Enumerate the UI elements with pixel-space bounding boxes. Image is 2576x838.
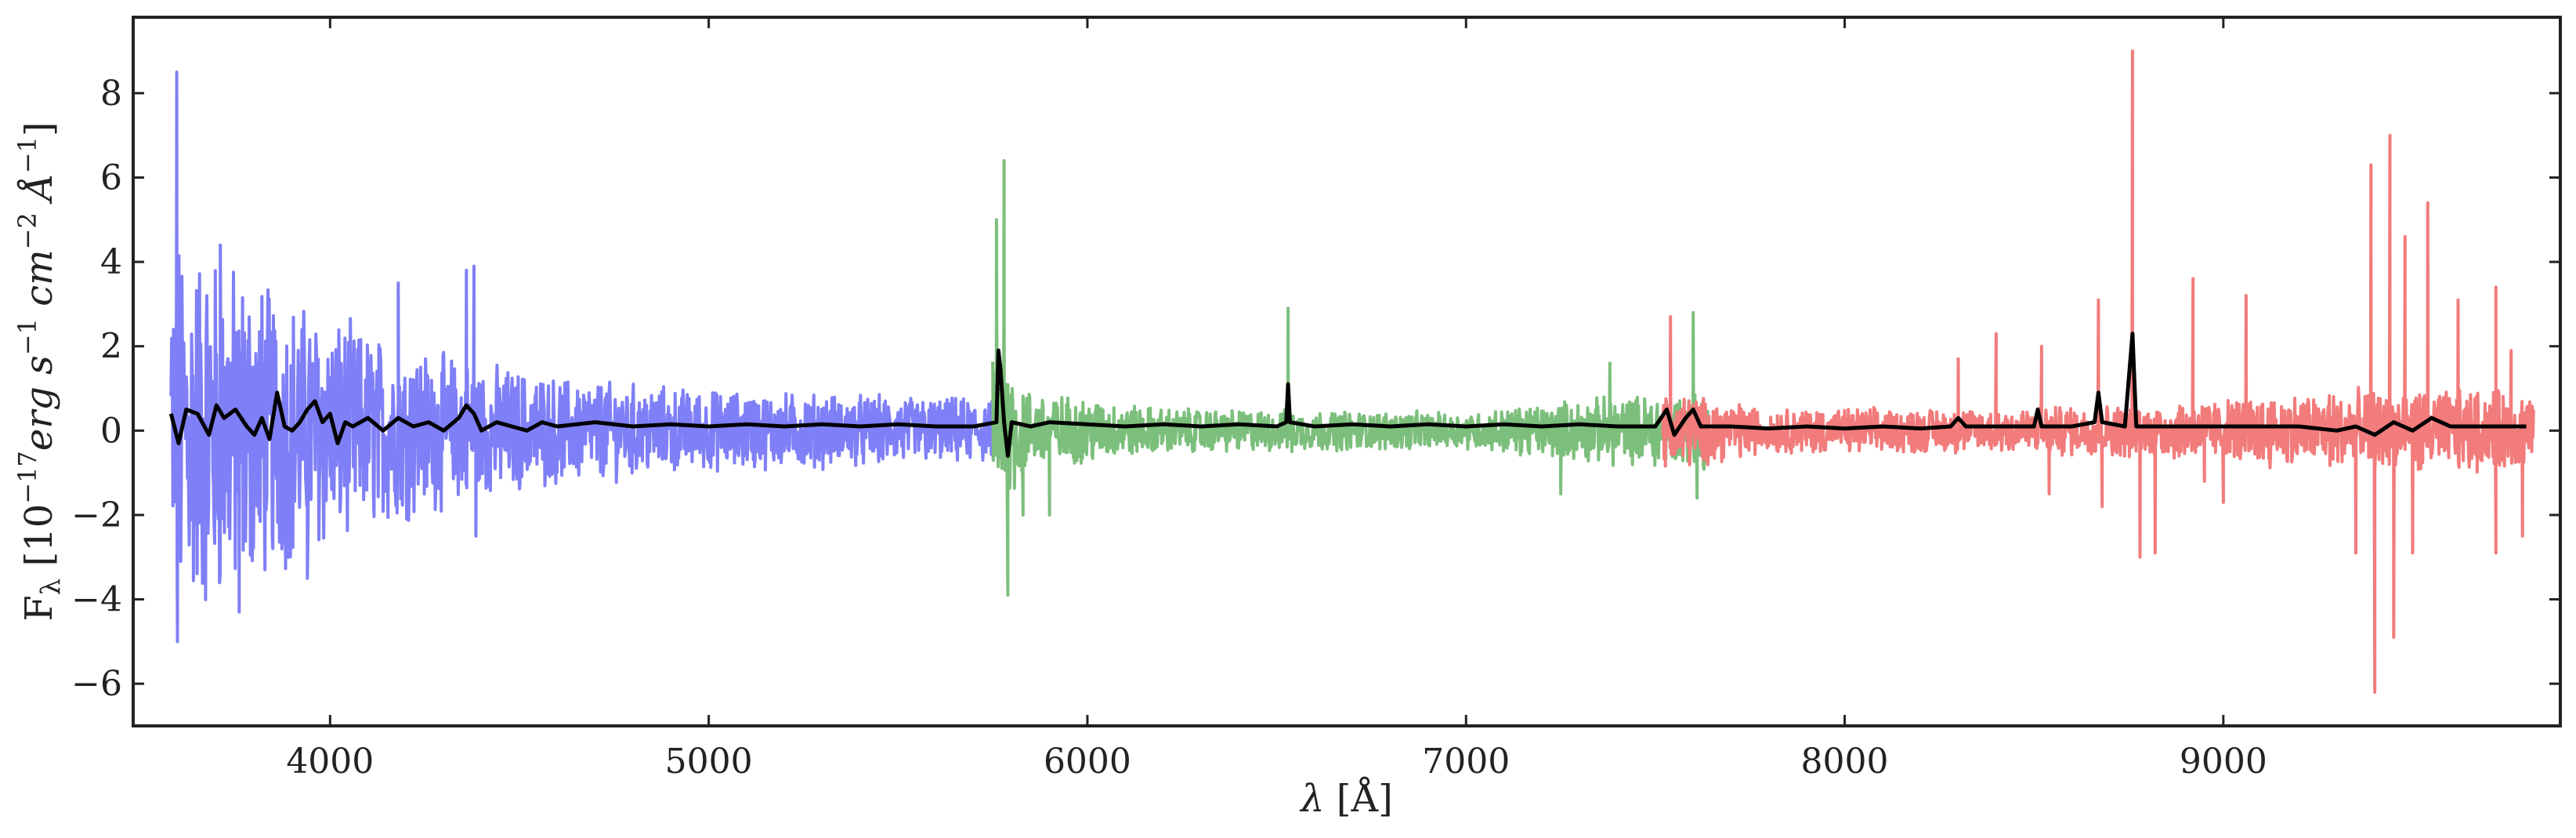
y-tick-label: −6 bbox=[71, 664, 122, 704]
x-tick-label: 8000 bbox=[1801, 742, 1889, 782]
plot-frame bbox=[132, 16, 2562, 727]
y-tick-label: 4 bbox=[100, 242, 122, 282]
spectrum-arm-3-line bbox=[1661, 49, 2535, 694]
y-axis-label: Fλ [10−17erg s−1 cm−2 Å−1] bbox=[13, 122, 67, 621]
spectrum-arm-2-line bbox=[991, 159, 1710, 597]
x-tick-label: 5000 bbox=[665, 742, 753, 782]
spectrum-arm-1-line bbox=[169, 71, 1013, 644]
series-layer bbox=[168, 49, 2535, 694]
x-tick-label: 6000 bbox=[1044, 742, 1131, 782]
y-tick-label: 6 bbox=[100, 158, 122, 198]
y-tick-label: −4 bbox=[71, 580, 122, 620]
smoothed-spectrum-line bbox=[168, 332, 2527, 459]
y-tick-label: 2 bbox=[100, 327, 122, 367]
x-tick-label: 9000 bbox=[2180, 742, 2267, 782]
y-tick-label: −2 bbox=[71, 495, 122, 535]
ticks-layer: 4000 5000 6000 7000 8000 9000 −6 −4 −2 0 2 4 6 8 bbox=[71, 17, 2560, 782]
x-tick-label: 4000 bbox=[286, 742, 374, 782]
x-axis-label: λ [Å] bbox=[1299, 776, 1393, 821]
x-tick-label: 7000 bbox=[1422, 742, 1510, 782]
y-tick-label: 8 bbox=[100, 74, 122, 114]
y-tick-label: 0 bbox=[100, 411, 122, 451]
